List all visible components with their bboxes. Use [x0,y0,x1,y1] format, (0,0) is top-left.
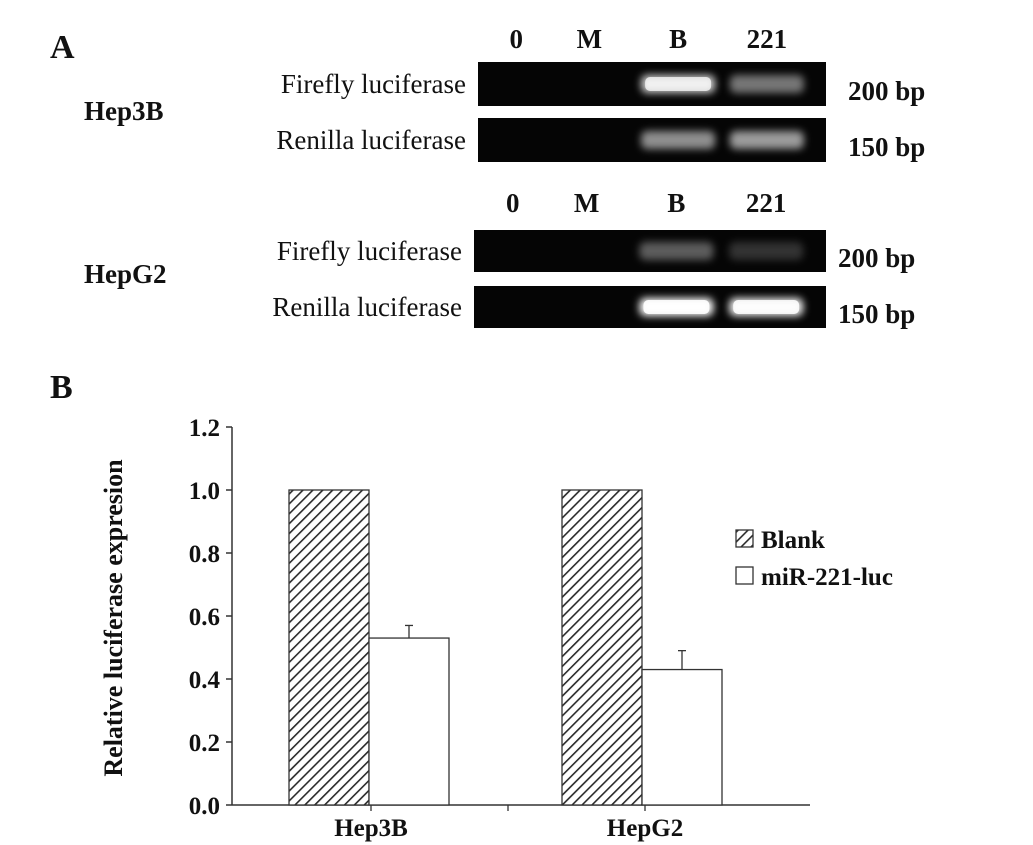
chart-legend: Blank miR-221-luc [735,527,893,591]
error-bar [678,650,686,670]
legend-entry: miR-221-luc [761,564,893,591]
gel-band [641,75,716,93]
y-tick-label: 0.6 [189,604,220,631]
bar-blank-hepg2 [561,489,643,806]
legend-entry: Blank [761,527,825,554]
error-bar [405,624,413,639]
band-size-label: 150 bp [838,299,915,329]
lane-label: M [577,24,602,54]
gel-band [641,131,716,149]
gel-band [729,298,804,316]
lane-label: B [667,188,685,218]
legend-swatch [735,529,754,548]
legend-swatch [735,566,754,585]
y-tick-label: 0.8 [189,541,220,568]
panel-a-label: A [50,29,75,66]
gel-band [639,298,714,316]
bar-mir-221-luc-hep3b [368,637,450,806]
lane-label: B [669,24,687,54]
gel-blots: Hep3B 0 M B 221 Firefly luciferase 200 bp Renil… [84,24,925,329]
lane-label: 0 [506,188,520,218]
gel-row-label: Renilla luciferase [276,125,466,155]
lane-label: 221 [747,24,788,54]
cell-line-label: HepG2 [84,259,167,289]
lane-label: M [574,188,599,218]
y-tick-label: 0.4 [189,667,221,694]
gel-band [639,242,714,260]
y-tick-label: 0.0 [189,793,220,820]
bar-chart: 0.0 0.2 0.4 0.6 0.8 1.0 1.2 Hep3B HepG2 [189,415,810,842]
gel-band [729,242,804,260]
panel-b-label: B [50,369,73,406]
y-tick-label: 1.2 [189,415,220,442]
gel-row-label: Firefly luciferase [277,236,462,266]
cell-line-label: Hep3B [84,96,164,126]
x-tick-label: Hep3B [334,815,408,842]
band-size-label: 200 bp [848,76,925,106]
gel-row-label: Renilla luciferase [272,292,462,322]
y-axis-label: Relative luciferase expresion [99,459,128,777]
gel-band [729,75,804,93]
gel-band [729,131,804,149]
x-tick-label: HepG2 [607,815,683,842]
y-tick-label: 0.2 [189,730,220,757]
band-size-label: 200 bp [838,243,915,273]
bar-blank-hep3b [288,489,370,806]
band-size-label: 150 bp [848,132,925,162]
y-tick-label: 1.0 [189,478,220,505]
lane-label: 0 [510,24,524,54]
bar-mir-221-luc-hepg2 [641,668,723,806]
gel-row-label: Firefly luciferase [281,69,466,99]
lane-label: 221 [746,188,787,218]
